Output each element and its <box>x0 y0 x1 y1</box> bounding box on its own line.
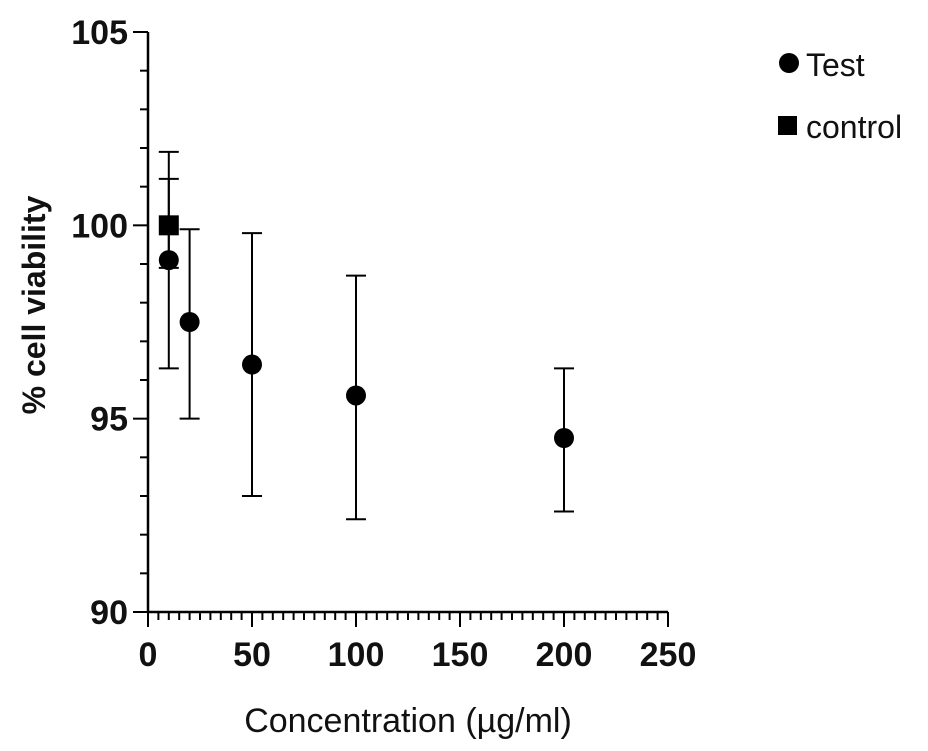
y-tick-label: 105 <box>71 14 128 52</box>
point-test <box>242 354 262 375</box>
y-axis-ticks: 90 95 100 105 <box>71 14 148 632</box>
point-control <box>158 215 179 236</box>
error-bars <box>158 150 574 521</box>
legend-label-control: control <box>806 109 902 145</box>
x-axis-title: Concentration (µg/ml) <box>244 702 572 740</box>
x-tick-label: 200 <box>536 636 593 674</box>
x-tick-label: 0 <box>139 636 158 674</box>
legend: Test control <box>778 47 902 145</box>
point-test <box>554 428 574 448</box>
point-test <box>179 312 200 332</box>
x-tick-label: 50 <box>233 636 271 674</box>
x-tick-label: 250 <box>640 636 697 674</box>
point-test <box>158 250 179 271</box>
legend-marker-test <box>779 53 799 73</box>
y-tick-label: 95 <box>90 401 128 439</box>
x-tick-label: 150 <box>432 636 489 674</box>
data-markers <box>158 215 574 448</box>
x-axis-ticks: 0 50 100 150 200 250 <box>139 612 697 674</box>
x-tick-label: 100 <box>328 636 385 674</box>
y-axis-title: % cell viability <box>16 195 52 414</box>
legend-marker-control <box>778 116 797 135</box>
point-test <box>346 385 366 406</box>
y-tick-label: 90 <box>90 594 128 632</box>
axes <box>146 32 668 614</box>
legend-label-test: Test <box>806 47 865 83</box>
y-tick-label: 100 <box>71 207 128 245</box>
